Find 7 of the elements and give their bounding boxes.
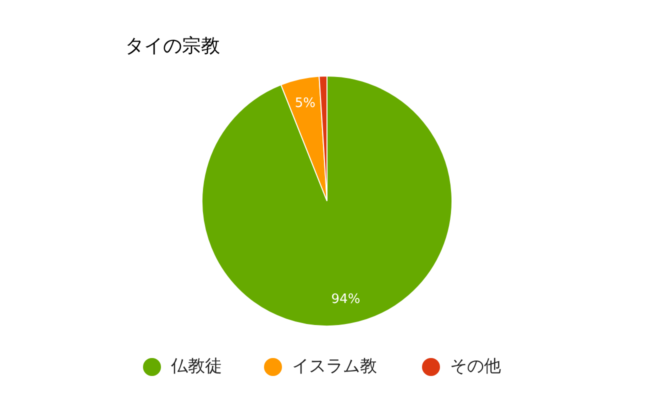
data-label: 94% [331, 292, 360, 307]
pie-slice [202, 76, 452, 326]
data-label: 5% [294, 96, 316, 111]
legend-label: イスラム教 [292, 356, 377, 377]
legend-label: 仏教徒 [170, 356, 222, 377]
chart-title: タイの宗教 [125, 35, 220, 57]
legend-label: その他 [450, 356, 501, 377]
